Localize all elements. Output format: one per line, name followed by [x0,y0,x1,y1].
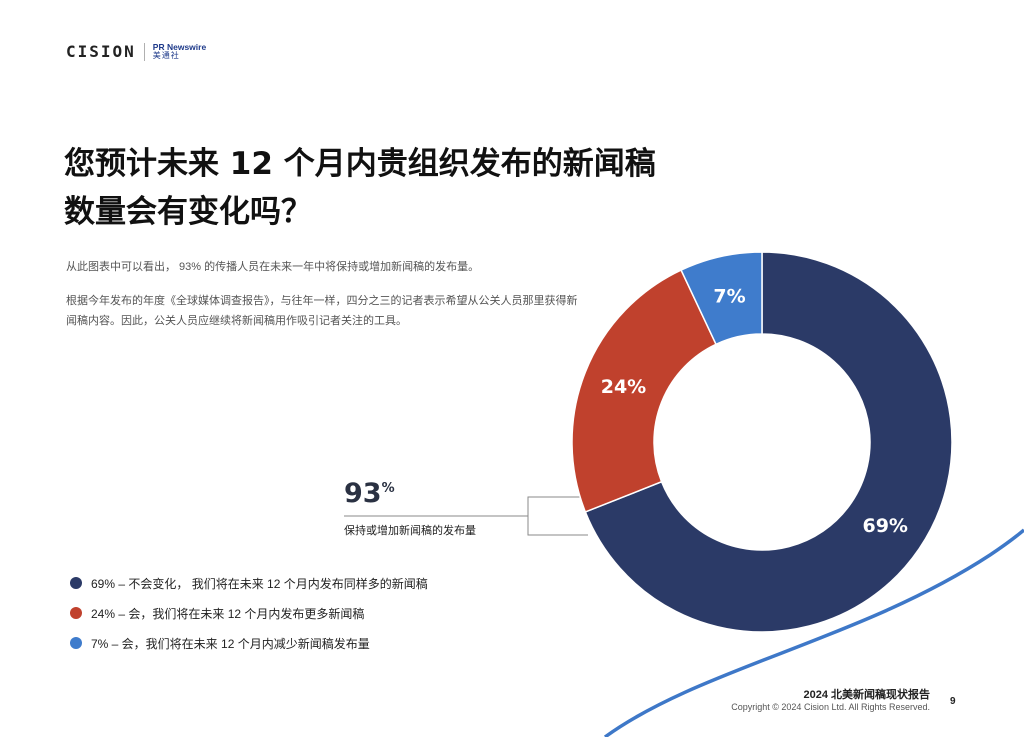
body-paragraph: 根据今年发布的年度《全球媒体调查报告》，与往年一样，四分之三的记者表示希望从公关… [66,295,578,327]
page-title-line-2: 数量会有变化吗？ [64,194,312,230]
footer-report-title: 2024 北美新闻稿现状报告 [803,689,930,701]
donut-data-label: 69% [862,515,907,537]
legend-label: 24% – 会，我们将在未来 12 个月内发布更多新闻稿 [91,606,365,621]
footer-copyright: Copyright © 2024 Cision Ltd. All Rights … [731,702,930,712]
callout-unit: % [381,481,395,496]
logo-divider [143,42,145,61]
callout-number: 93 [344,478,382,509]
donut-slices [571,251,953,633]
legend-dot-icon [70,637,82,649]
donut-data-labels: 69% 24% 7% [601,286,908,537]
callout-label: 保持或增加新闻稿的发布量 [344,525,476,537]
legend-item: 24% – 会，我们将在未来 12 个月内发布更多新闻稿 [70,598,428,628]
chart-legend: 69% – 不会变化， 我们将在未来 12 个月内发布同样多的新闻稿 24% –… [70,568,428,658]
logo: CISION PR Newswire 美通社 [66,42,206,61]
pr-newswire-logo: PR Newswire 美通社 [152,41,207,60]
donut-data-label: 7% [713,286,745,308]
pr-newswire-logo-text: PR Newswire [152,41,207,52]
page-title: 您预计未来 12 个月内贵组织发布的新闻稿 数量会有变化吗？ [64,140,724,236]
legend-item: 7% – 会，我们将在未来 12 个月内减少新闻稿发布量 [70,628,428,658]
callout-value: 93% [344,478,395,509]
donut-slice [584,251,953,633]
donut-slice [680,251,763,346]
legend-dot-icon [70,577,82,589]
intro-paragraph: 从此图表中可以看出， 93% 的传播人员在未来一年中将保持或增加新闻稿的发布量。 [66,261,480,273]
decorative-curve [603,528,1024,737]
page-title-line-1: 您预计未来 12 个月内贵组织发布的新闻稿 [64,146,656,182]
donut-data-label: 24% [601,376,646,398]
legend-item: 69% – 不会变化， 我们将在未来 12 个月内发布同样多的新闻稿 [70,568,428,598]
donut-slice [571,269,718,513]
pr-newswire-logo-cn: 美通社 [152,50,180,60]
legend-dot-icon [70,607,82,619]
legend-label: 7% – 会，我们将在未来 12 个月内减少新闻稿发布量 [91,636,370,651]
page-number: 9 [950,696,956,707]
legend-label: 69% – 不会变化， 我们将在未来 12 个月内发布同样多的新闻稿 [91,576,428,591]
cision-logo: CISION [66,42,136,61]
